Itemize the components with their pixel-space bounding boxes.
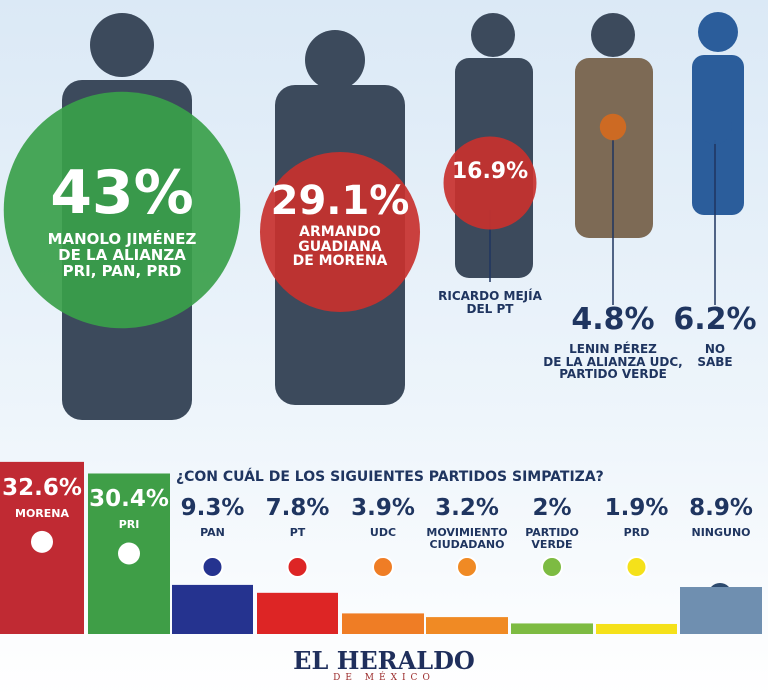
brand-sub: DE MÉXICO — [333, 673, 435, 683]
bubble — [3, 91, 241, 329]
logo — [118, 542, 140, 565]
value-label: 8.9% — [689, 495, 753, 521]
bubble — [259, 151, 421, 313]
party-label: NINGUNO — [691, 526, 751, 539]
candidate-label: RICARDO MEJÍA DEL PT — [438, 289, 542, 316]
value-label: 30.4% — [89, 486, 169, 513]
value-label: 16.9% — [451, 158, 529, 184]
bar — [511, 623, 593, 634]
bubble — [443, 136, 537, 230]
value-label: 1.9% — [604, 495, 669, 521]
value-label: 29.1% — [270, 178, 410, 224]
value-label: 3.2% — [435, 495, 499, 521]
party-label: PRI — [118, 518, 140, 532]
party-label: PAN — [200, 526, 225, 539]
bubble — [599, 113, 627, 141]
party-label: PT — [289, 526, 306, 539]
candidate-label: MANOLO JIMÉNEZ DE LA ALIANZA PRI, PAN, P… — [47, 230, 197, 280]
party-label: PRD — [623, 526, 650, 539]
party-label: PARTIDO VERDE — [525, 526, 579, 551]
value-label: 7.8% — [265, 495, 330, 521]
logo — [456, 556, 478, 578]
value-label: 32.6% — [2, 474, 82, 501]
logo — [31, 530, 53, 553]
party-label: MORENA — [14, 506, 70, 520]
bar — [172, 584, 253, 634]
value-label: 2% — [532, 495, 572, 521]
logo — [372, 556, 394, 578]
bar — [426, 617, 508, 634]
candidate-label: NO SABE — [697, 342, 733, 369]
candidate-label: LENIN PÉREZ DE LA ALIANZA UDC, PARTIDO V… — [543, 342, 683, 382]
bar — [596, 623, 677, 634]
value-label: 3.9% — [351, 495, 415, 521]
logo — [625, 556, 648, 578]
value-label: 6.2% — [673, 302, 757, 337]
value-label: 4.8% — [571, 302, 655, 337]
value-label: 43% — [50, 158, 194, 228]
bar — [257, 592, 338, 634]
bar — [680, 587, 762, 634]
logo — [201, 556, 224, 578]
bar — [342, 613, 424, 634]
logo — [541, 556, 563, 578]
party-chart-title: ¿CON CUÁL DE LOS SIGUIENTES PARTIDOS SIM… — [176, 469, 604, 485]
candidate-label: ARMANDO GUADIANA DE MORENA — [292, 224, 388, 270]
logo — [286, 556, 309, 578]
value-label: 9.3% — [180, 495, 245, 521]
party-label: MOVIMIENTO CIUDADANO — [426, 526, 508, 551]
party-label: UDC — [369, 526, 397, 539]
bubble — [697, 109, 733, 145]
brand: EL HERALDO — [293, 646, 475, 675]
